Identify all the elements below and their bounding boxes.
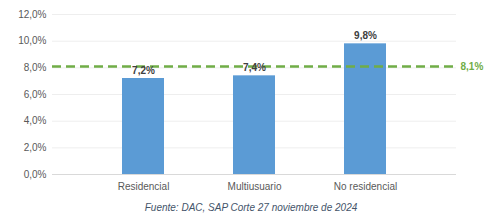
svg-text:0,0%: 0,0% <box>24 169 47 180</box>
svg-text:2,0%: 2,0% <box>24 142 47 153</box>
svg-text:Residencial: Residencial <box>118 181 170 192</box>
svg-text:7,2%: 7,2% <box>132 65 155 76</box>
svg-text:6,0%: 6,0% <box>24 89 47 100</box>
svg-text:9,8%: 9,8% <box>354 30 377 41</box>
svg-text:7,4%: 7,4% <box>243 62 266 73</box>
svg-text:No residencial: No residencial <box>334 181 397 192</box>
svg-text:12,0%: 12,0% <box>18 9 46 20</box>
svg-text:Multiusuario: Multiusuario <box>228 181 282 192</box>
svg-text:10,0%: 10,0% <box>18 35 46 46</box>
html-text:Fuente: DAC, SAP Corte 27 novi: Fuente: DAC, SAP Corte 27 noviembre de 2… <box>144 202 358 213</box>
svg-text:8,0%: 8,0% <box>24 62 47 73</box>
svg-text:8,1%: 8,1% <box>461 61 484 72</box>
svg-text:4,0%: 4,0% <box>24 115 47 126</box>
